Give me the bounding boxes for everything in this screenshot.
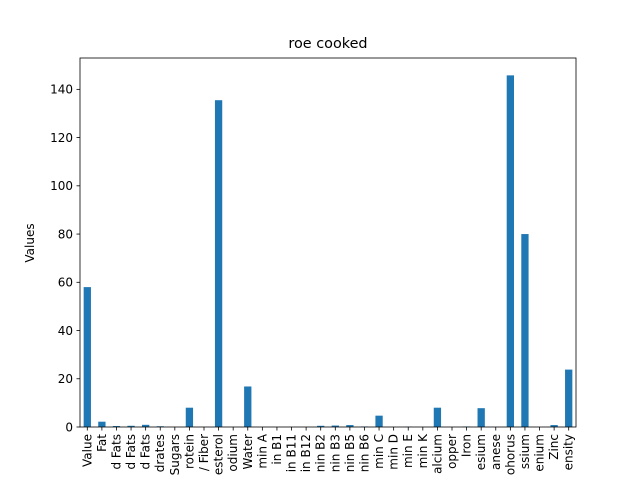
x-tick-label: nin B5	[343, 434, 357, 472]
y-axis-label: Values	[23, 223, 37, 262]
x-tick-label: Value	[80, 434, 94, 467]
x-tick-label: esterol	[212, 434, 226, 475]
y-axis-ticks: 0 20 40 60 80 100 120 140	[50, 83, 80, 434]
x-tick-label: min A	[255, 433, 269, 468]
x-tick-label: Sugars	[168, 434, 182, 475]
x-tick-label: alcium	[430, 434, 444, 474]
plot-frame	[79, 57, 577, 428]
bar	[244, 386, 252, 427]
x-tick-label: nin B2	[314, 434, 328, 472]
bar	[331, 425, 339, 427]
bar	[185, 407, 194, 427]
x-tick-label: d Fats	[124, 434, 138, 470]
bar	[521, 234, 529, 427]
x-tick-label: min D	[387, 434, 401, 470]
x-tick-label: Iron	[460, 434, 474, 457]
x-tick-label: / Fiber	[197, 434, 211, 471]
y-tick-label: 60	[58, 276, 73, 290]
bar	[375, 415, 383, 427]
bar	[214, 100, 223, 428]
x-axis-ticks: Value Fat d Fats d Fats d Fats drates Sugars ro…	[80, 427, 576, 475]
x-tick-label: opper	[445, 434, 459, 469]
x-tick-label: nin B3	[328, 434, 342, 472]
x-tick-label: esium	[474, 434, 488, 470]
y-tick-label: 0	[65, 420, 73, 434]
bar	[142, 424, 150, 427]
y-tick-label: 40	[58, 324, 73, 338]
bar	[433, 407, 442, 427]
bar	[112, 426, 121, 427]
x-tick-label: ssium	[518, 434, 532, 469]
x-tick-label: anese	[489, 434, 503, 470]
x-tick-label: d Fats	[109, 434, 123, 470]
y-tick-label: 100	[50, 179, 73, 193]
bar	[317, 425, 325, 427]
bar	[127, 425, 135, 427]
x-tick-label: nin B6	[357, 434, 371, 472]
x-tick-label: odium	[226, 434, 240, 472]
x-tick-label: ensity	[562, 434, 576, 470]
chart-title: roe cooked	[288, 36, 367, 52]
bars-group	[83, 75, 573, 428]
x-tick-label: d Fats	[139, 434, 153, 470]
x-tick-label: in B1	[270, 434, 284, 465]
bar	[506, 75, 514, 427]
bar	[83, 287, 91, 427]
y-tick-label: 20	[58, 372, 73, 386]
y-tick-label: 80	[58, 227, 73, 241]
x-tick-label: Water	[241, 434, 255, 470]
x-tick-label: in B12	[299, 434, 313, 472]
x-tick-label: in B11	[285, 434, 299, 472]
bar	[346, 425, 354, 427]
x-tick-label: ohorus	[503, 434, 517, 475]
y-tick-label: 120	[50, 131, 73, 145]
x-tick-label: min K	[416, 433, 430, 468]
x-tick-label: enium	[533, 434, 547, 472]
x-tick-label: min C	[372, 434, 386, 469]
x-tick-label: Fat	[95, 434, 109, 452]
x-tick-label: rotein	[182, 434, 196, 469]
x-tick-label: Zinc	[547, 434, 561, 460]
bar	[477, 408, 485, 427]
x-tick-label: drates	[153, 434, 167, 472]
bar	[98, 421, 106, 427]
bar	[550, 425, 558, 427]
y-tick-label: 140	[50, 83, 73, 97]
x-tick-label: min E	[401, 434, 415, 468]
bar	[565, 369, 573, 427]
